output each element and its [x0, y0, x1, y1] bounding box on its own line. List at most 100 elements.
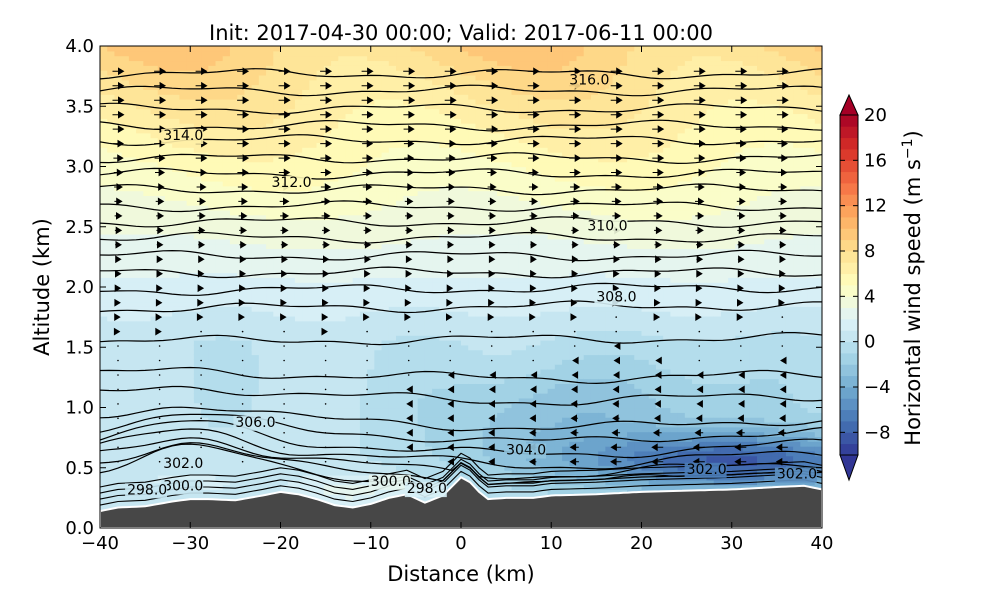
field-cell [251, 180, 260, 187]
field-cell [208, 479, 217, 486]
field-cell [367, 55, 375, 62]
field-cell [367, 412, 375, 418]
field-cell [316, 378, 325, 384]
field-cell [403, 262, 412, 269]
field-cell [258, 84, 267, 90]
field-cell [396, 94, 404, 100]
field-cell [359, 359, 368, 365]
field-cell [331, 229, 339, 235]
field-cell [453, 127, 462, 134]
field-cell [294, 195, 303, 201]
field-cell [424, 344, 433, 351]
field-cell [352, 383, 361, 389]
field-cell [121, 253, 130, 259]
field-cell [374, 421, 383, 428]
field-cell [374, 407, 383, 413]
field-cell [222, 311, 231, 317]
field-cell [432, 344, 440, 351]
field-cell [453, 296, 462, 303]
field-cell [359, 450, 368, 457]
field-cell [150, 426, 159, 433]
field-cell [309, 368, 318, 375]
field-cell [150, 137, 159, 143]
field-cell [403, 147, 412, 153]
field-cell [251, 315, 260, 322]
field-cell [367, 219, 375, 225]
field-cell [359, 142, 368, 148]
field-cell [172, 417, 181, 423]
field-cell [229, 238, 238, 245]
field-cell [424, 383, 433, 389]
field-cell [208, 364, 217, 370]
field-cell [331, 50, 339, 57]
field-cell [302, 431, 310, 438]
field-cell [273, 349, 282, 356]
field-cell [388, 330, 397, 336]
field-cell [396, 79, 404, 86]
field-cell [331, 55, 339, 62]
field-cell [453, 335, 462, 341]
field-cell [280, 262, 289, 269]
field-cell [345, 484, 354, 491]
field-cell [316, 258, 325, 264]
field-cell [439, 320, 448, 327]
field-cell [201, 156, 209, 163]
field-cell [136, 50, 144, 57]
field-cell [150, 108, 159, 115]
field-cell [244, 383, 253, 389]
field-cell [143, 455, 152, 462]
field-cell [201, 446, 209, 452]
field-cell [410, 267, 419, 274]
field-cell [316, 238, 325, 245]
field-cell [338, 161, 347, 168]
field-cell [244, 248, 253, 254]
field-cell [374, 450, 383, 457]
field-cell [251, 219, 260, 225]
field-cell [136, 272, 144, 278]
field-cell [417, 248, 426, 254]
field-cell [201, 238, 209, 245]
field-cell [244, 484, 253, 491]
field-cell [396, 267, 404, 274]
field-cell [374, 50, 383, 57]
field-cell [143, 118, 152, 124]
field-cell [244, 364, 253, 370]
field-cell [258, 229, 267, 235]
field-cell [150, 431, 159, 438]
field-cell [309, 277, 318, 283]
field-cell [143, 465, 152, 471]
field-cell [222, 118, 231, 124]
field-cell [201, 147, 209, 153]
field-cell [273, 373, 282, 380]
field-cell [193, 267, 202, 274]
field-cell [439, 291, 448, 298]
field-cell [417, 214, 426, 221]
field-cell [367, 224, 375, 230]
field-cell [237, 46, 245, 52]
field-cell [280, 479, 289, 486]
field-cell [374, 320, 383, 327]
field-cell [338, 272, 347, 278]
field-cell [338, 383, 347, 389]
field-cell [172, 373, 181, 380]
field-cell [316, 335, 325, 341]
field-cell [100, 219, 108, 225]
field-cell [367, 60, 375, 66]
field-cell [121, 421, 130, 428]
field-cell [107, 446, 116, 452]
field-cell [309, 60, 318, 66]
field-cell [352, 50, 361, 57]
field-cell [417, 94, 426, 100]
field-cell [432, 441, 440, 447]
field-cell [136, 209, 144, 216]
field-cell [237, 383, 245, 389]
field-cell [381, 470, 390, 476]
field-cell [287, 113, 296, 119]
field-cell [388, 233, 397, 240]
field-cell [403, 373, 412, 380]
field-cell [136, 70, 144, 76]
field-cell [215, 214, 224, 221]
field-cell [439, 344, 448, 351]
field-cell [266, 282, 274, 288]
field-cell [128, 388, 137, 394]
